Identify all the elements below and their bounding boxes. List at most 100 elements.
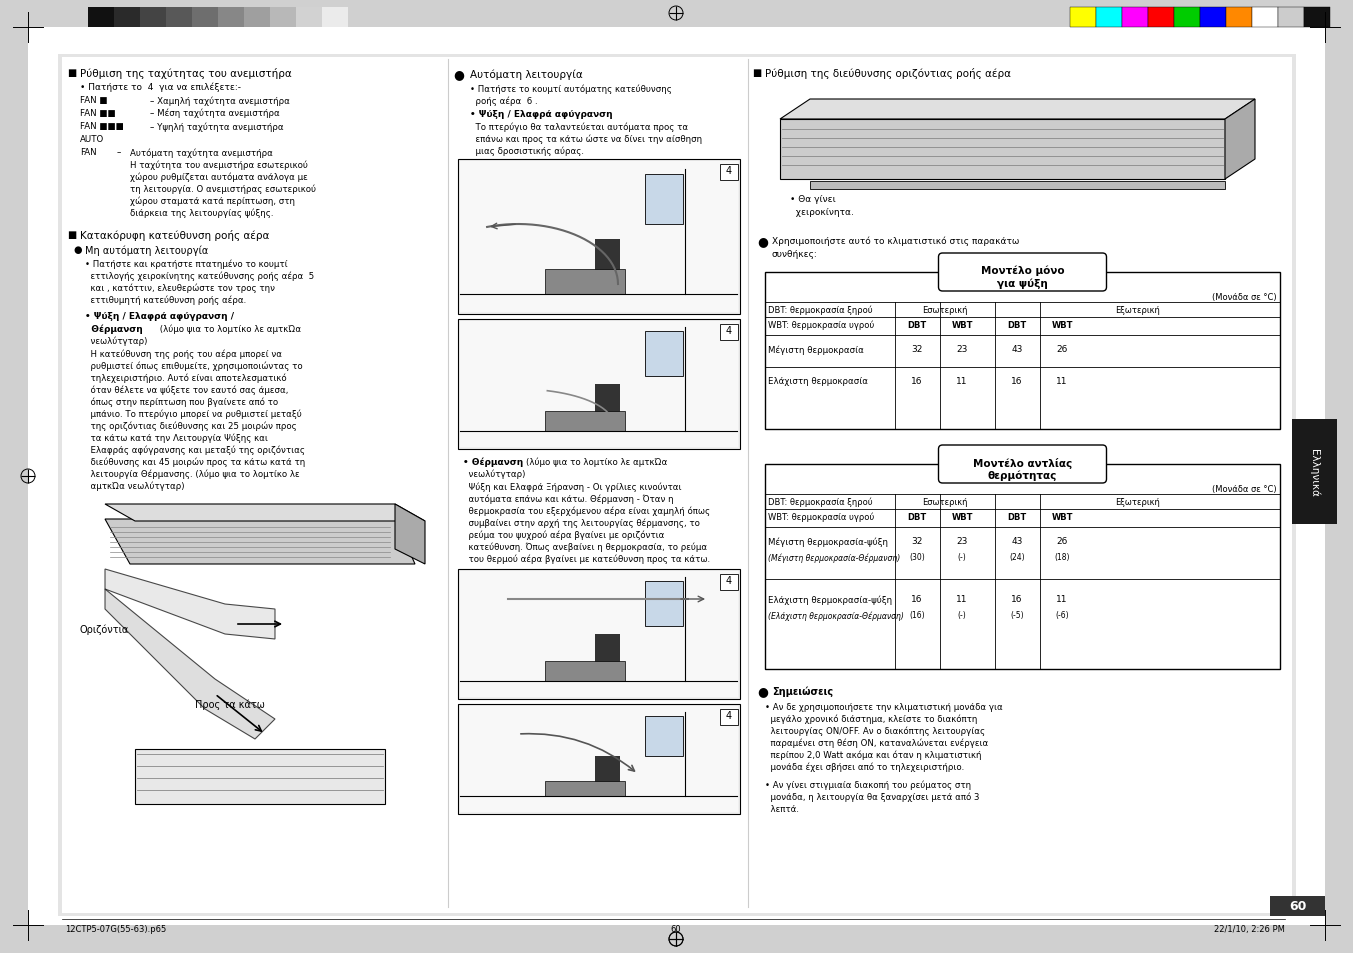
Text: ●: ● xyxy=(73,245,81,254)
Text: – Μέση ταχύτητα ανεμιστήρα: – Μέση ταχύτητα ανεμιστήρα xyxy=(150,109,280,118)
Text: 12CTP5-07G(55-63).p65: 12CTP5-07G(55-63).p65 xyxy=(65,924,166,933)
Bar xyxy=(1200,8,1226,28)
Bar xyxy=(545,781,625,796)
Text: του θερμού αέρα βγαίνει με κατεύθυνση προς τα κάτω.: του θερμού αέρα βγαίνει με κατεύθυνση πρ… xyxy=(463,555,710,564)
Text: ●: ● xyxy=(756,684,769,698)
Bar xyxy=(545,661,625,681)
Text: WBT: WBT xyxy=(951,320,973,330)
Bar xyxy=(1270,896,1325,916)
Text: (Ελάχιστη θερμοκρασία-Θέρμανση): (Ελάχιστη θερμοκρασία-Θέρμανση) xyxy=(769,611,904,620)
Text: Αυτόματη λειτουργία: Αυτόματη λειτουργία xyxy=(469,70,583,80)
Text: AUTO: AUTO xyxy=(80,135,104,144)
Bar xyxy=(1070,8,1096,28)
Text: Ελαφράς αφύγρανσης και μεταξύ της οριζόντιας: Ελαφράς αφύγρανσης και μεταξύ της οριζόν… xyxy=(85,446,304,455)
Text: 32: 32 xyxy=(912,345,923,355)
Text: WBT: WBT xyxy=(1051,320,1073,330)
Text: Ελάχιστη θερμοκρασία-ψύξη: Ελάχιστη θερμοκρασία-ψύξη xyxy=(769,595,892,604)
Bar xyxy=(459,160,740,314)
Bar xyxy=(460,322,737,448)
Text: (Μέγιστη θερμοκρασία-Θέρμανση): (Μέγιστη θερμοκρασία-Θέρμανση) xyxy=(769,553,900,562)
Text: 11: 11 xyxy=(1057,595,1068,604)
Text: ●: ● xyxy=(453,68,464,81)
Text: θερμοκρασία του εξερχόμενου αέρα είναι χαμηλή όπως: θερμοκρασία του εξερχόμενου αέρα είναι χ… xyxy=(463,506,710,516)
Bar xyxy=(595,635,620,681)
Bar xyxy=(1252,8,1279,28)
Bar xyxy=(720,325,737,340)
Text: ροής αέρα  6 .: ροής αέρα 6 . xyxy=(469,96,537,106)
Text: διάρκεια της λειτουργίας ψύξης.: διάρκεια της λειτουργίας ψύξης. xyxy=(130,209,273,218)
Text: ρυθμιστεί όπως επιθυμείτε, χρησιμοποιώντας το: ρυθμιστεί όπως επιθυμείτε, χρησιμοποιώντ… xyxy=(85,361,303,371)
Text: λεπτά.: λεπτά. xyxy=(764,804,800,813)
Text: Εσωτερική: Εσωτερική xyxy=(923,497,967,506)
Text: (-): (-) xyxy=(958,553,966,562)
Bar xyxy=(460,162,737,313)
Text: 43: 43 xyxy=(1011,537,1023,546)
Text: Θέρμανση: Θέρμανση xyxy=(85,325,143,335)
Bar xyxy=(595,757,620,796)
Text: 16: 16 xyxy=(912,377,923,386)
Text: (λύμο ψια το λομτίκο λε αμτκΏα: (λύμο ψια το λομτίκο λε αμτκΏα xyxy=(157,325,302,335)
Text: (18): (18) xyxy=(1054,553,1070,562)
Text: 4: 4 xyxy=(727,710,732,720)
Bar xyxy=(1226,8,1252,28)
FancyBboxPatch shape xyxy=(939,253,1107,292)
Text: FAN: FAN xyxy=(80,148,96,157)
Text: Μοντέλο μόνο
για ψύξη: Μοντέλο μόνο για ψύξη xyxy=(981,266,1065,289)
Bar xyxy=(322,8,348,28)
Text: μονάδα, η λειτουργία θα ξαναρχίσει μετά από 3: μονάδα, η λειτουργία θα ξαναρχίσει μετά … xyxy=(764,792,980,801)
Bar xyxy=(192,8,218,28)
Text: Ελληνικά: Ελληνικά xyxy=(1310,448,1319,496)
Text: • Αν δε χρησιμοποιήσετε την κλιματιστική μονάδα για: • Αν δε χρησιμοποιήσετε την κλιματιστική… xyxy=(764,702,1003,711)
Text: Το πτερύγιο θα ταλαντεύεται αυτόματα προς τα: Το πτερύγιο θα ταλαντεύεται αυτόματα προ… xyxy=(469,123,689,132)
Bar xyxy=(459,704,740,814)
Bar xyxy=(459,569,740,700)
Text: 16: 16 xyxy=(1011,595,1023,604)
Text: Η κατεύθυνση της ροής του αέρα μπορεί να: Η κατεύθυνση της ροής του αέρα μπορεί να xyxy=(85,350,281,359)
Text: Ρύθμιση της διεύθυνσης οριζόντιας ροής αέρα: Ρύθμιση της διεύθυνσης οριζόντιας ροής α… xyxy=(764,68,1011,79)
Text: αμτκΏα νεωλύτγταρ): αμτκΏα νεωλύτγταρ) xyxy=(85,481,184,491)
Bar xyxy=(1174,8,1200,28)
Text: μιας δροσιστικής αύρας.: μιας δροσιστικής αύρας. xyxy=(469,147,584,156)
Text: (16): (16) xyxy=(909,611,925,619)
Bar xyxy=(1292,419,1337,524)
Bar xyxy=(1147,8,1174,28)
Text: τα κάτω κατά την Λειτουργία Ψύξης και: τα κάτω κατά την Λειτουργία Ψύξης και xyxy=(85,434,268,443)
Text: • Θέρμανση: • Θέρμανση xyxy=(463,457,524,467)
Polygon shape xyxy=(106,519,415,564)
Text: (λύμο ψια το λομτίκο λε αμτκΏα: (λύμο ψια το λομτίκο λε αμτκΏα xyxy=(526,457,667,467)
Text: 16: 16 xyxy=(912,595,923,604)
Bar xyxy=(595,240,620,294)
Text: Μέγιστη θερμοκρασία-ψύξη: Μέγιστη θερμοκρασία-ψύξη xyxy=(769,537,888,546)
Text: WBT: WBT xyxy=(951,513,973,521)
Polygon shape xyxy=(106,589,275,740)
Text: Χρησιμοποιήστε αυτό το κλιματιστικό στις παρακάτω: Χρησιμοποιήστε αυτό το κλιματιστικό στις… xyxy=(773,236,1019,246)
Text: εττιλογής χειροκίνητης κατεύθυνσης ροής αέρα  5: εττιλογής χειροκίνητης κατεύθυνσης ροής … xyxy=(85,272,314,281)
Text: FAN ■■■: FAN ■■■ xyxy=(80,122,123,131)
Text: Μη αυτόματη λειτουργία: Μη αυτόματη λειτουργία xyxy=(85,245,208,255)
Text: DBT: DBT xyxy=(1008,513,1027,521)
Bar xyxy=(62,58,1292,913)
Text: νεωλύτγταρ): νεωλύτγταρ) xyxy=(463,470,525,479)
Text: περίπου 2,0 Watt ακόμα και όταν η κλιματιστική: περίπου 2,0 Watt ακόμα και όταν η κλιματ… xyxy=(764,750,981,760)
Text: WBT: θερμοκρασία υγρού: WBT: θερμοκρασία υγρού xyxy=(769,320,874,330)
Text: 22/1/10, 2:26 PM: 22/1/10, 2:26 PM xyxy=(1214,924,1285,933)
Bar xyxy=(1096,8,1122,28)
Text: όταν θέλετε να ψύξετε τον εαυτό σας άμεσα,: όταν θέλετε να ψύξετε τον εαυτό σας άμεσ… xyxy=(85,386,288,395)
Text: Ελάχιστη θερμοκρασία: Ελάχιστη θερμοκρασία xyxy=(769,377,869,386)
Bar xyxy=(645,581,683,626)
Bar xyxy=(218,8,244,28)
Text: κατεύθυνση. Όπως ανεβαίνει η θερμοκρασία, το ρεύμα: κατεύθυνση. Όπως ανεβαίνει η θερμοκρασία… xyxy=(463,542,708,552)
Text: 60: 60 xyxy=(1289,899,1306,912)
Text: DBT: θερμοκρασία ξηρού: DBT: θερμοκρασία ξηρού xyxy=(769,497,873,507)
Text: FAN ■: FAN ■ xyxy=(80,96,107,105)
Text: • Πατήστε το κουμτί αυτόματης κατεύθυνσης: • Πατήστε το κουμτί αυτόματης κατεύθυνση… xyxy=(469,84,672,93)
Text: λειτουργία Θέρμανσης. (λύμο ψια το λομτίκο λε: λειτουργία Θέρμανσης. (λύμο ψια το λομτί… xyxy=(85,470,299,479)
Text: 11: 11 xyxy=(957,377,967,386)
Text: WBT: θερμοκρασία υγρού: WBT: θερμοκρασία υγρού xyxy=(769,513,874,522)
Text: μεγάλο χρονικό διάστημα, κλείστε το διακόπτη: μεγάλο χρονικό διάστημα, κλείστε το διακ… xyxy=(764,714,977,723)
Bar xyxy=(244,8,271,28)
Text: λειτουργίας ON/OFF. Αν ο διακόπτης λειτουργίας: λειτουργίας ON/OFF. Αν ο διακόπτης λειτο… xyxy=(764,726,985,736)
Text: ■: ■ xyxy=(68,68,76,78)
Text: 32: 32 xyxy=(912,537,923,546)
Text: (-5): (-5) xyxy=(1011,611,1024,619)
